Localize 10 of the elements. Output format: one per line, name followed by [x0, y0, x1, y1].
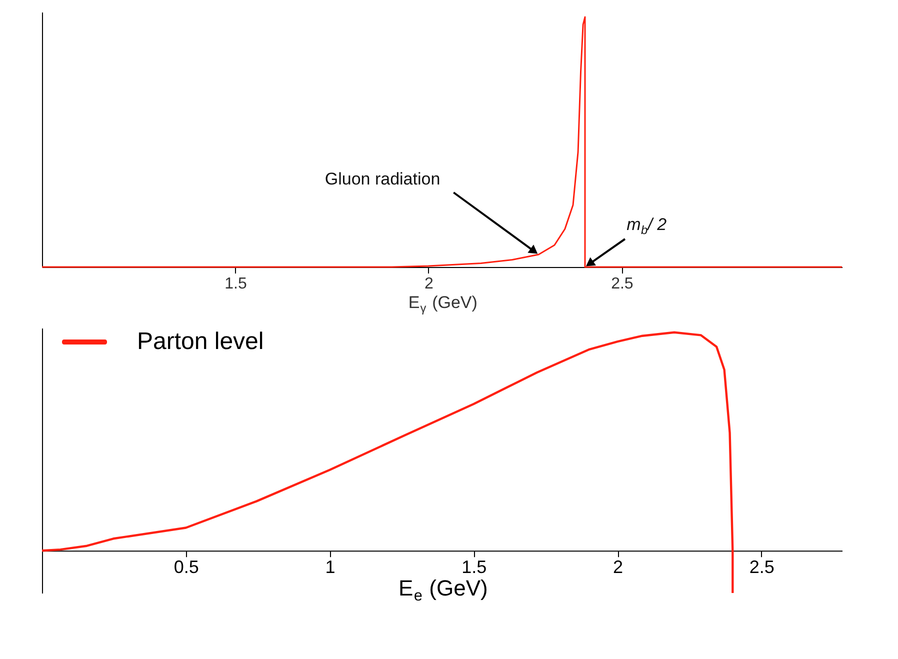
x-tick-label: 2	[424, 276, 434, 292]
annotation: Gluon radiation	[324, 170, 440, 188]
x-tick-label: 2	[613, 557, 624, 578]
x-tick-label: 2.5	[611, 276, 634, 292]
x-tick-label: 1	[325, 557, 336, 578]
x-tick-label: 2.5	[749, 557, 774, 578]
x-tick-label: 1.5	[224, 276, 247, 292]
x-tick-label: 0.5	[174, 557, 199, 578]
x-tick-label: 1.5	[462, 557, 487, 578]
legend-label: Parton level	[137, 328, 264, 355]
